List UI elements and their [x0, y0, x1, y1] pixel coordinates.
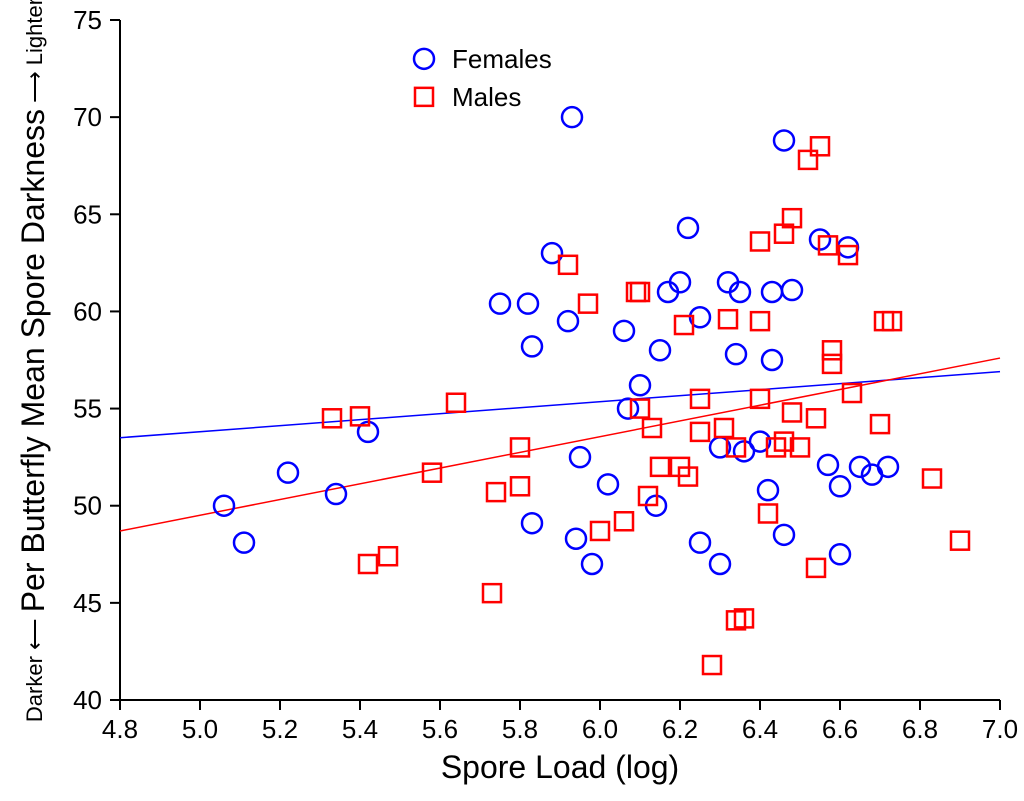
y-tick-label: 65 — [73, 199, 102, 229]
legend-label-males: Males — [452, 82, 521, 112]
y-tick-label: 40 — [73, 685, 102, 715]
x-tick-label: 7.0 — [982, 714, 1018, 744]
x-tick-label: 6.0 — [582, 714, 618, 744]
x-tick-label: 6.2 — [662, 714, 698, 744]
plot-bg — [0, 0, 1024, 801]
y-tick-label: 55 — [73, 394, 102, 424]
x-axis-title: Spore Load (log) — [441, 749, 679, 785]
y-tick-label: 60 — [73, 296, 102, 326]
scatter-chart: 4.8 5.0 5.2 5.4 5.6 5.8 6.0 6.2 6.4 6.6 6.8 7.0 40 45… — [0, 0, 1024, 801]
chart-svg: 4.8 5.0 5.2 5.4 5.6 5.8 6.0 6.2 6.4 6.6 6.8 7.0 40 45… — [0, 0, 1024, 801]
x-tick-label: 5.6 — [422, 714, 458, 744]
legend-label-females: Females — [452, 44, 552, 74]
y-tick-label: 50 — [73, 491, 102, 521]
x-tick-label: 6.8 — [902, 714, 938, 744]
y-tick-label: 70 — [73, 102, 102, 132]
y-tick-label: 45 — [73, 588, 102, 618]
x-tick-label: 6.6 — [822, 714, 858, 744]
x-tick-label: 5.2 — [262, 714, 298, 744]
y-axis-title: Darker ⟵ Per Butterfly Mean Spore Darkne… — [15, 0, 51, 722]
y-axis-title-group: Darker ⟵ Per Butterfly Mean Spore Darkne… — [15, 0, 51, 722]
y-tick-label: 75 — [73, 5, 102, 35]
x-tick-label: 5.8 — [502, 714, 538, 744]
x-tick-label: 6.4 — [742, 714, 778, 744]
x-tick-label: 5.0 — [182, 714, 218, 744]
x-tick-label: 5.4 — [342, 714, 378, 744]
x-tick-label: 4.8 — [102, 714, 138, 744]
